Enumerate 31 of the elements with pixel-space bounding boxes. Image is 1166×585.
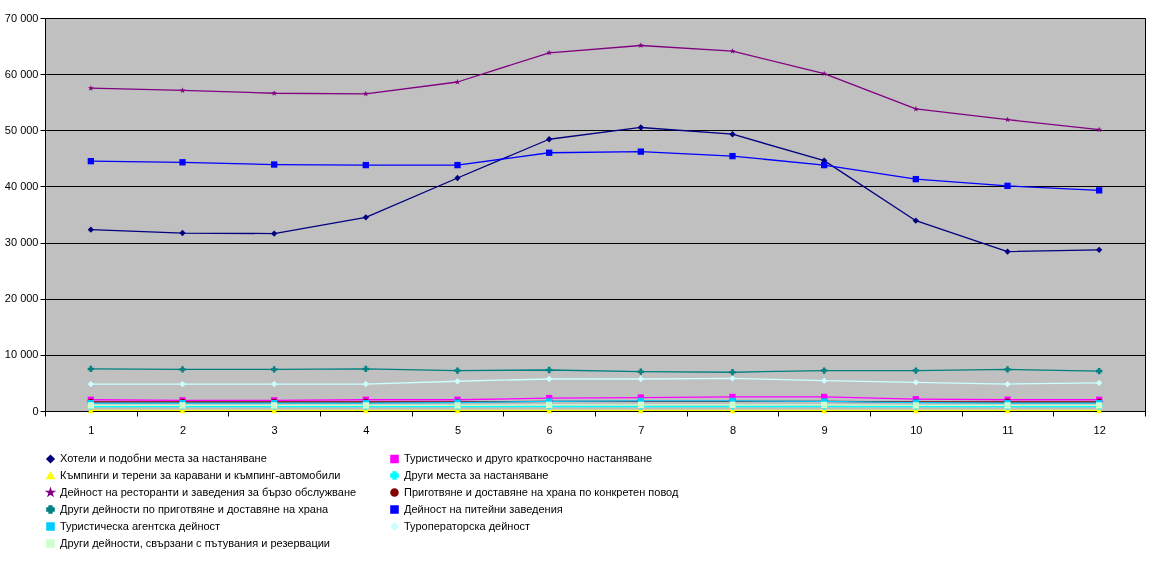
x-tick-label: 2: [179, 423, 187, 436]
x-tick-label: 5: [454, 423, 462, 436]
legend-label: Приготвяне и доставяне на храна по конкретен повод: [404, 485, 679, 498]
y-tick-label: 60 000: [4, 67, 39, 80]
legend-label: Хотели и подобни места за настаняване: [60, 451, 267, 464]
y-tick-label: 10 000: [4, 348, 39, 361]
legend-label: Други дейности по приготвяне и доставяне на храна: [60, 502, 329, 515]
x-tick-label: 11: [1002, 423, 1014, 436]
x-tick-label: 3: [271, 423, 278, 436]
legend-label: Туристическо и друго краткосрочно настаняване: [404, 451, 653, 464]
y-tick-label: 20 000: [4, 292, 39, 305]
y-tick-label: 40 000: [4, 179, 39, 192]
x-tick-label: 8: [729, 423, 737, 436]
x-tick-label: 7: [638, 423, 645, 436]
y-tick-label: 0: [32, 404, 39, 417]
legend-label: Дейност на питейни заведения: [404, 502, 563, 515]
y-tick-label: 50 000: [4, 123, 39, 136]
x-tick-label: 4: [363, 423, 370, 436]
y-tick-label: 70 000: [4, 11, 39, 24]
x-tick-label: 10: [910, 423, 923, 436]
legend-label: Други дейности, свързани с пътувания и резервации: [60, 536, 331, 549]
y-tick-label: 30 000: [4, 236, 39, 249]
x-tick-label: 6: [546, 423, 553, 436]
x-tick-label: 1: [88, 423, 95, 436]
legend-label: Туроператорска дейност: [404, 519, 531, 532]
legend-label: Дейност на ресторанти и заведения за бързо обслужване: [60, 485, 357, 498]
x-tick-label: 12: [1093, 423, 1106, 436]
x-tick-label: 9: [821, 423, 828, 436]
legend-label: Къмпинги и терени за каравани и къмпинг-автомобили: [60, 468, 341, 481]
legend-label: Други места за настаняване: [404, 468, 549, 481]
legend-label: Туристическа агентска дейност: [60, 519, 221, 532]
